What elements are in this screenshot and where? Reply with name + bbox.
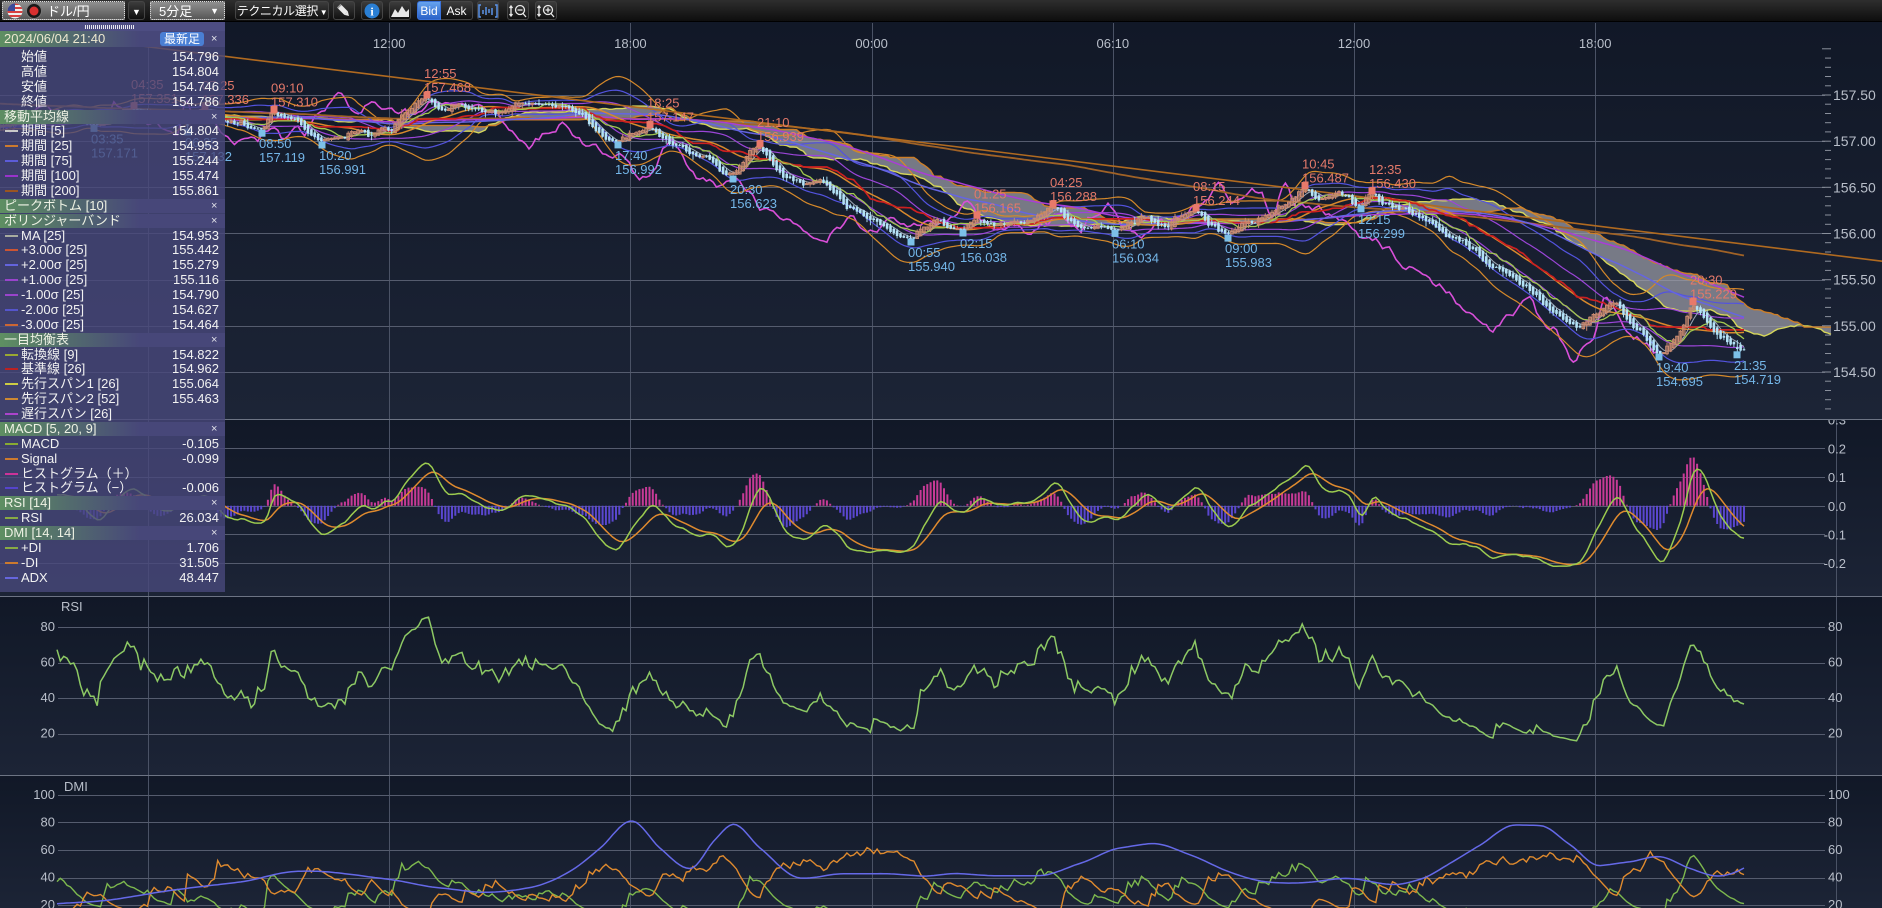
svg-text:40: 40 [41, 690, 55, 705]
svg-text:0.1: 0.1 [1828, 470, 1846, 485]
svg-text:155.229: 155.229 [1690, 287, 1737, 302]
svg-text:00:55: 00:55 [908, 245, 941, 260]
svg-text:60: 60 [1828, 655, 1842, 670]
svg-text:40: 40 [1828, 870, 1842, 885]
svg-text:100: 100 [33, 787, 55, 802]
svg-text:157.468: 157.468 [424, 80, 471, 95]
svg-text:80: 80 [1828, 619, 1842, 634]
svg-text:156.00: 156.00 [1833, 226, 1876, 242]
svg-text:08:50: 08:50 [259, 136, 292, 151]
svg-text:157.50: 157.50 [1833, 87, 1876, 103]
svg-text:18:25: 18:25 [647, 96, 680, 111]
svg-text:i: i [370, 5, 374, 19]
svg-text:02:15: 02:15 [960, 236, 993, 251]
svg-text:156.430: 156.430 [1369, 176, 1416, 191]
svg-text:156.244: 156.244 [1193, 193, 1240, 208]
svg-text:20: 20 [1828, 726, 1842, 741]
svg-text:0.3: 0.3 [1828, 413, 1846, 428]
svg-text:157.147: 157.147 [647, 110, 694, 125]
svg-text:157.310: 157.310 [271, 95, 318, 110]
svg-text:17:40: 17:40 [615, 148, 648, 163]
svg-text:80: 80 [41, 815, 55, 830]
svg-text:21:35: 21:35 [1734, 358, 1767, 373]
svg-text:60: 60 [1828, 842, 1842, 857]
svg-text:20: 20 [41, 897, 55, 908]
svg-text:156.288: 156.288 [1050, 189, 1097, 204]
svg-text:154.695: 154.695 [1656, 374, 1703, 389]
svg-text:10:45: 10:45 [1302, 157, 1335, 172]
svg-text:60: 60 [41, 655, 55, 670]
svg-text:156.038: 156.038 [960, 250, 1007, 265]
svg-text:00:00: 00:00 [855, 36, 888, 51]
svg-text:155.983: 155.983 [1225, 255, 1272, 270]
svg-text:09:10: 09:10 [271, 81, 304, 96]
svg-text:156.992: 156.992 [615, 162, 662, 177]
svg-text:80: 80 [41, 619, 55, 634]
svg-text:154.50: 154.50 [1833, 364, 1876, 380]
svg-text:155.940: 155.940 [908, 259, 955, 274]
svg-text:20:30: 20:30 [730, 182, 763, 197]
svg-text:60: 60 [41, 842, 55, 857]
svg-text:0.0: 0.0 [1828, 499, 1846, 514]
svg-text:RSI: RSI [61, 599, 83, 614]
svg-text:12:00: 12:00 [1338, 36, 1371, 51]
svg-text:DMI: DMI [64, 779, 88, 794]
svg-text:01:25: 01:25 [974, 186, 1007, 201]
svg-text:156.299: 156.299 [1358, 226, 1405, 241]
svg-text:156.991: 156.991 [319, 162, 366, 177]
svg-text:155.00: 155.00 [1833, 318, 1876, 334]
svg-text:154.719: 154.719 [1734, 372, 1781, 387]
svg-text:156.034: 156.034 [1112, 250, 1159, 265]
svg-text:40: 40 [1828, 690, 1842, 705]
svg-text:156.487: 156.487 [1302, 171, 1349, 186]
svg-text:08:15: 08:15 [1193, 179, 1226, 194]
svg-text:156.50: 156.50 [1833, 179, 1876, 195]
svg-text:80: 80 [1828, 815, 1842, 830]
svg-text:100: 100 [1828, 787, 1850, 802]
svg-text:157.119: 157.119 [259, 150, 305, 165]
svg-text:-0.2: -0.2 [1824, 556, 1846, 571]
svg-text:06:10: 06:10 [1097, 36, 1130, 51]
svg-text:156.939: 156.939 [757, 129, 804, 144]
svg-text:19:40: 19:40 [1656, 360, 1689, 375]
svg-text:12:00: 12:00 [373, 36, 406, 51]
svg-text:157.00: 157.00 [1833, 133, 1876, 149]
svg-text:04:25: 04:25 [1050, 175, 1083, 190]
svg-text:12:55: 12:55 [424, 66, 457, 81]
svg-text:155.50: 155.50 [1833, 272, 1876, 288]
svg-text:12:15: 12:15 [1358, 212, 1391, 227]
svg-text:0.2: 0.2 [1828, 441, 1846, 456]
svg-text:20: 20 [41, 726, 55, 741]
svg-text:156.623: 156.623 [730, 196, 777, 211]
svg-text:18:00: 18:00 [614, 36, 647, 51]
svg-text:12:35: 12:35 [1369, 162, 1402, 177]
svg-text:20:30: 20:30 [1690, 273, 1723, 288]
svg-text:156.165: 156.165 [974, 200, 1021, 215]
svg-text:20: 20 [1828, 897, 1842, 908]
svg-text:18:00: 18:00 [1579, 36, 1612, 51]
svg-text:21:10: 21:10 [757, 115, 790, 130]
svg-text:-0.1: -0.1 [1824, 528, 1846, 543]
svg-text:09:00: 09:00 [1225, 241, 1258, 256]
svg-text:40: 40 [41, 870, 55, 885]
svg-text:06:10: 06:10 [1112, 236, 1145, 251]
svg-text:10:20: 10:20 [319, 148, 352, 163]
